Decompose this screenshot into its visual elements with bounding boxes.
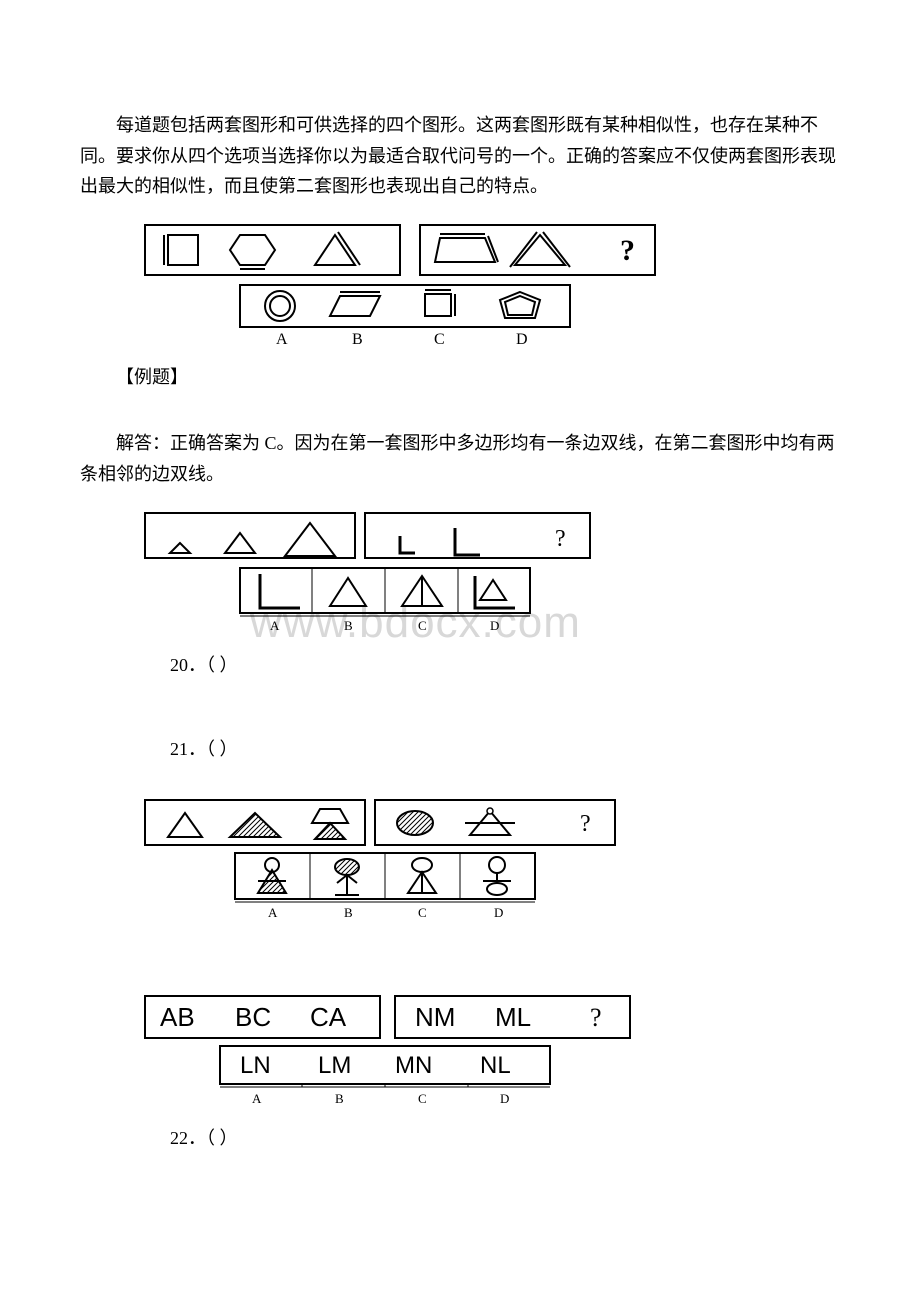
q21-figure: ? A B C <box>140 795 840 925</box>
q20-number: 20． <box>170 655 206 675</box>
q22-option: LN <box>240 1052 271 1079</box>
q22-left-item: AB <box>160 1002 195 1032</box>
svg-text:C: C <box>418 618 427 633</box>
svg-text:D: D <box>516 331 528 348</box>
svg-text:D: D <box>500 1091 509 1106</box>
svg-text:?: ? <box>555 526 566 552</box>
q20-figure: ? A B C D <box>140 508 840 638</box>
svg-text:C: C <box>418 905 427 920</box>
svg-text:A: A <box>276 331 288 348</box>
q22-right-item: ML <box>495 1002 531 1032</box>
q22-label: 22．（ ） <box>170 1123 840 1154</box>
svg-text:A: A <box>268 905 278 920</box>
svg-text:C: C <box>418 1091 427 1106</box>
svg-text:B: B <box>352 331 363 348</box>
q22-option: LM <box>318 1052 351 1079</box>
q21-paren: （ ） <box>206 739 238 759</box>
q20-label: 20．（ ） <box>170 650 840 681</box>
svg-text:B: B <box>344 618 353 633</box>
svg-text:?: ? <box>580 811 591 837</box>
example-figure: ? A B C D <box>140 220 840 350</box>
q20-paren: （ ） <box>206 655 238 675</box>
q22-option: MN <box>395 1052 432 1079</box>
q22-number: 22． <box>170 1128 206 1148</box>
svg-text:C: C <box>434 331 445 348</box>
instructions-text: 每道题包括两套图形和可供选择的四个图形。这两套图形既有某种相似性，也存在某种不同… <box>80 110 840 202</box>
svg-text:D: D <box>490 618 499 633</box>
svg-text:B: B <box>344 905 353 920</box>
q22-right-item: NM <box>415 1002 455 1032</box>
example-label: 【例题】 <box>80 362 840 393</box>
q22-paren: （ ） <box>206 1128 238 1148</box>
q21-label: 21．（ ） <box>170 734 840 765</box>
q22-figure: AB BC CA NM ML ? LN LM MN NL A B C D <box>140 991 840 1111</box>
svg-text:A: A <box>252 1091 262 1106</box>
q22-option: NL <box>480 1052 511 1079</box>
question-mark: ? <box>620 234 635 267</box>
svg-text:?: ? <box>590 1003 602 1032</box>
q22-left-item: BC <box>235 1002 271 1032</box>
document-page: 每道题包括两套图形和可供选择的四个图形。这两套图形既有某种相似性，也存在某种不同… <box>0 0 920 1243</box>
svg-text:B: B <box>335 1091 344 1106</box>
svg-text:A: A <box>270 618 280 633</box>
svg-text:D: D <box>494 905 503 920</box>
q22-left-item: CA <box>310 1002 347 1032</box>
example-answer: 解答：正确答案为 C。因为在第一套图形中多边形均有一条边双线，在第二套图形中均有… <box>80 428 840 489</box>
q21-number: 21． <box>170 739 206 759</box>
